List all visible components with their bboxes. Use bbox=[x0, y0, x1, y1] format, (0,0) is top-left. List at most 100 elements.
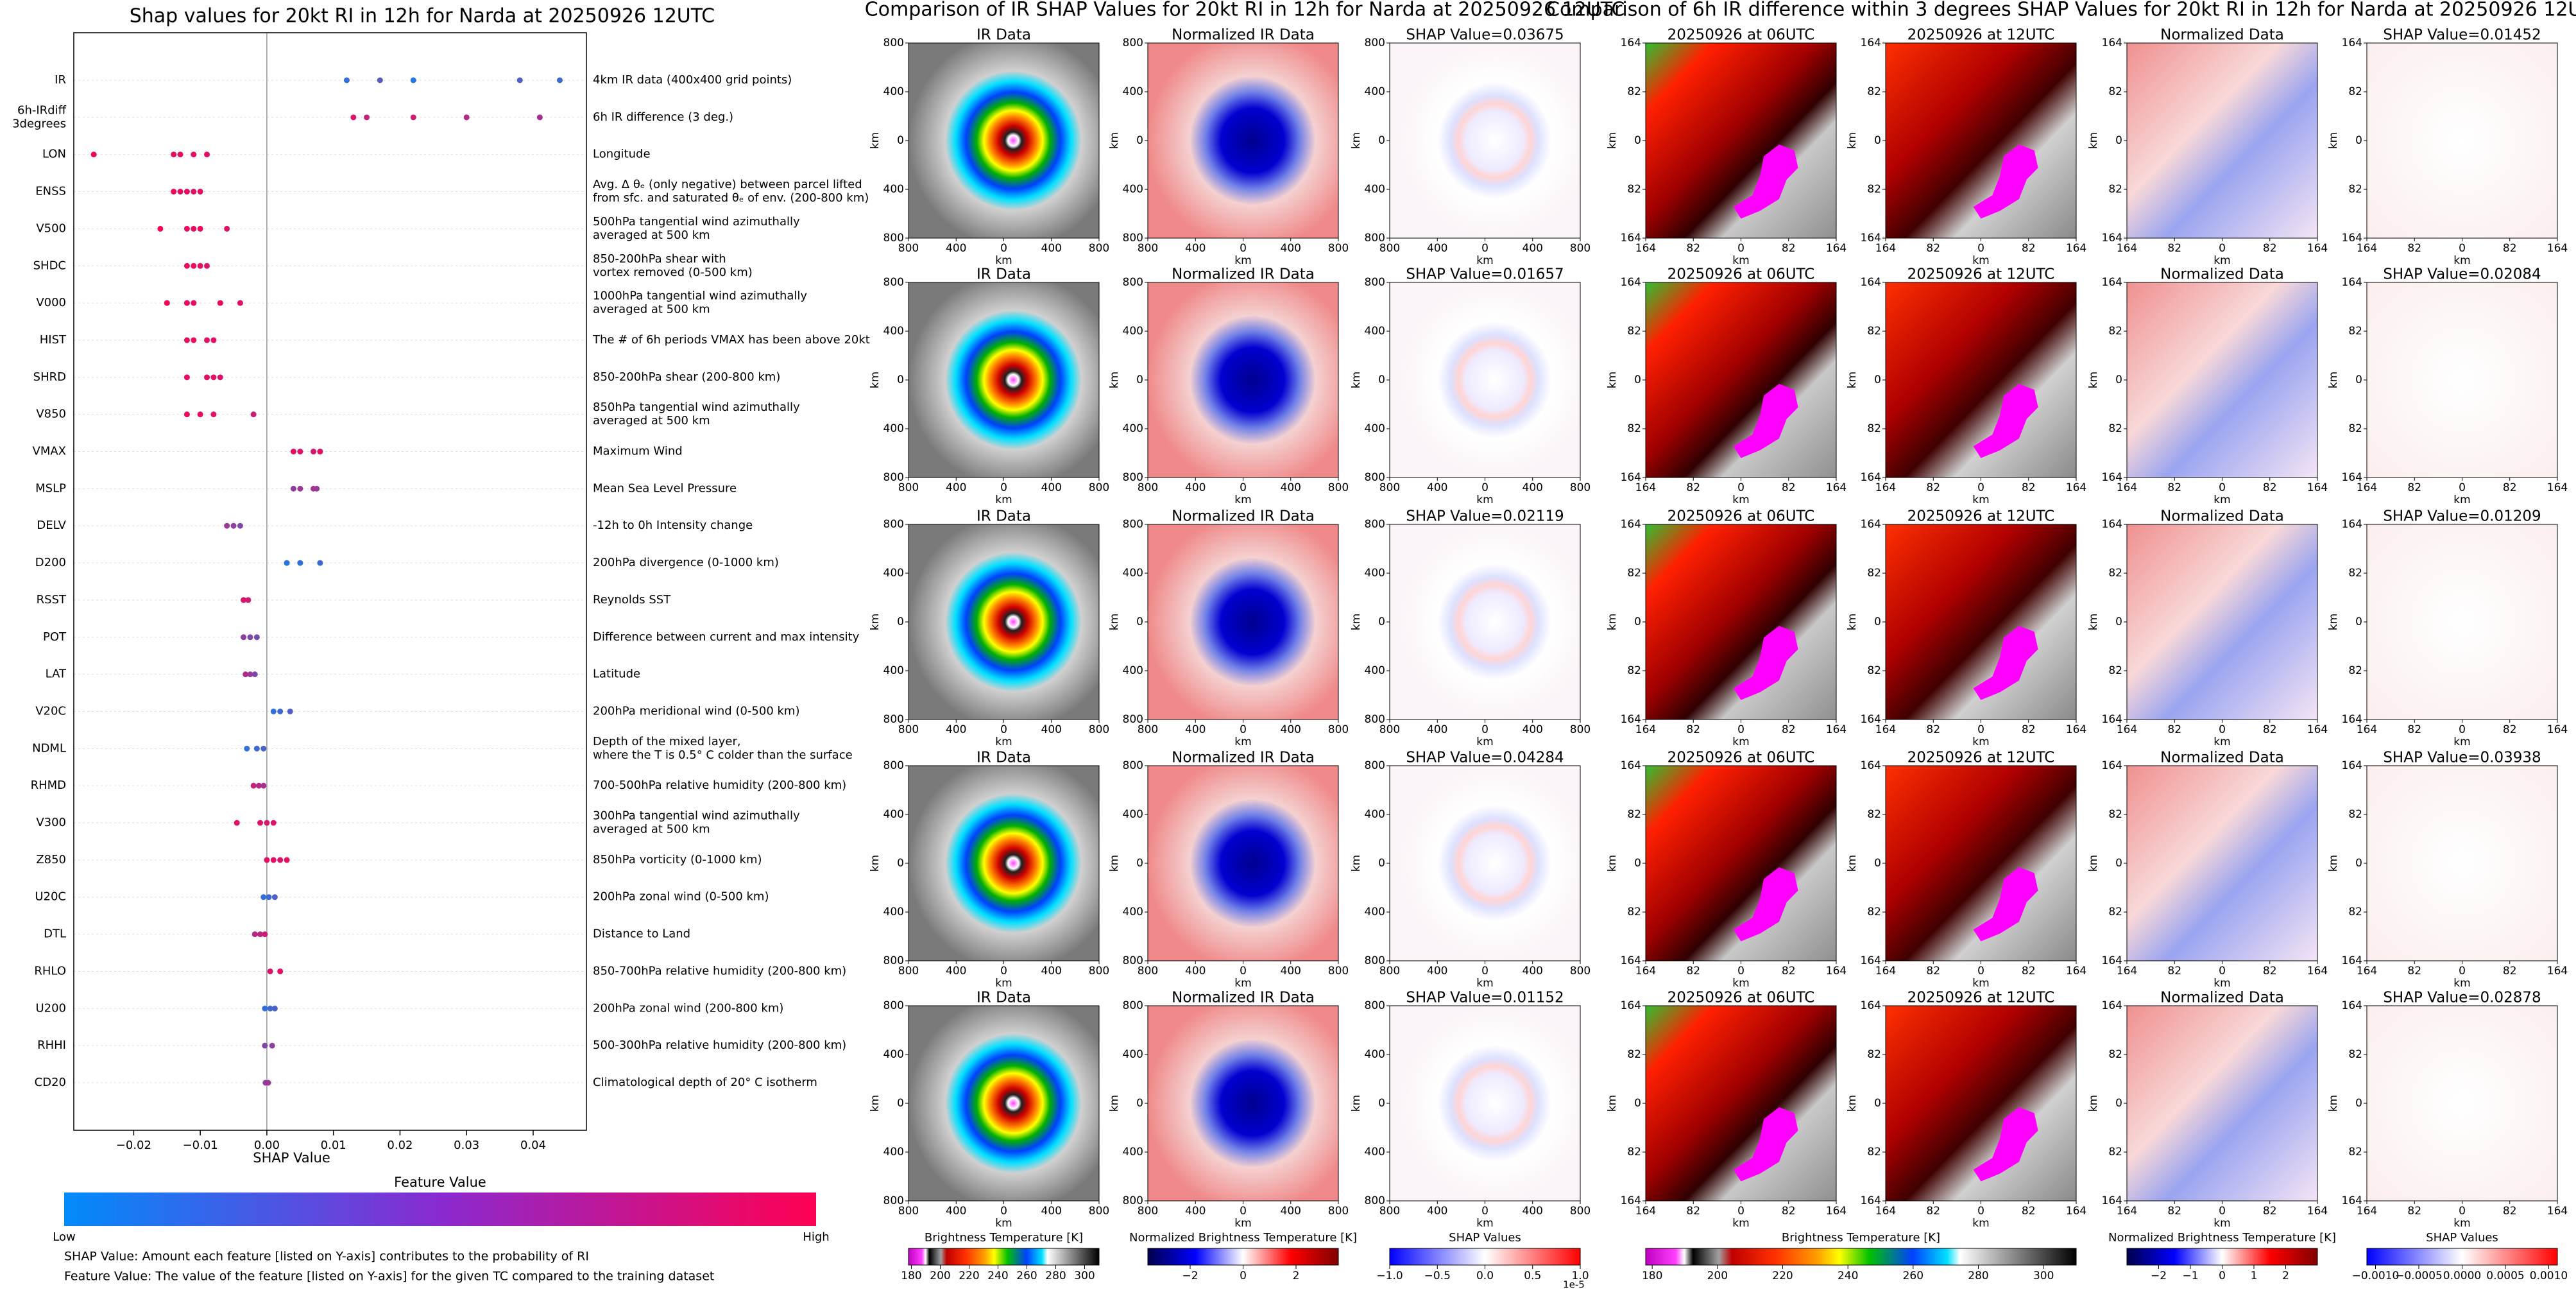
x-tick-label: 164 bbox=[2117, 1205, 2137, 1218]
x-tick-label: 800 bbox=[1328, 723, 1349, 736]
y-tick-label: 82 bbox=[1627, 422, 1641, 435]
shap-dot bbox=[253, 634, 260, 641]
shap-dot bbox=[244, 745, 250, 752]
feature-description: Mean Sea Level Pressure bbox=[593, 481, 737, 495]
shap-dot bbox=[290, 485, 296, 492]
y-tick-label: 0 bbox=[1634, 374, 1641, 386]
y-tick-label: 0 bbox=[1874, 857, 1881, 870]
x-tick-label: 0 bbox=[1000, 723, 1007, 736]
x-tick-label: 0 bbox=[1481, 1205, 1488, 1218]
y-tick-label: 800 bbox=[1365, 518, 1385, 531]
x-tick-label: 800 bbox=[1379, 965, 1400, 978]
x-tick-label: 164 bbox=[2307, 1205, 2328, 1218]
colorbar-tick-label: 220 bbox=[959, 1270, 979, 1282]
panel-title: 20250926 at 06UTC bbox=[1668, 266, 1815, 283]
feature-description: Climatological depth of 20° C isotherm bbox=[593, 1076, 817, 1089]
x-tick-label: 0 bbox=[1977, 965, 1984, 978]
feature-label: RHMD bbox=[31, 779, 66, 792]
y-tick-label: 164 bbox=[1621, 232, 1641, 245]
x-tick-label: 82 bbox=[1686, 481, 1700, 494]
panel-title: SHAP Value=0.02084 bbox=[2383, 266, 2541, 283]
y-tick-label: 164 bbox=[1861, 954, 1881, 967]
y-tick-label: 82 bbox=[2348, 664, 2362, 677]
shap-dot bbox=[271, 894, 278, 900]
y-tick-label: 0 bbox=[2355, 374, 2362, 386]
colorbar bbox=[2126, 1248, 2318, 1266]
image-panel bbox=[2126, 282, 2318, 478]
feature-label: ENSS bbox=[35, 185, 66, 198]
colorbar-tick-label: −1.0 bbox=[1376, 1270, 1403, 1282]
x-tick-label: 0 bbox=[2459, 965, 2466, 978]
y-axis-label: km bbox=[1606, 132, 1619, 149]
y-axis-label: km bbox=[869, 614, 882, 630]
shap-dot bbox=[191, 225, 197, 232]
colorbar bbox=[908, 1248, 1100, 1266]
shap-dot bbox=[284, 560, 290, 566]
x-tick-label: 82 bbox=[2263, 965, 2277, 978]
y-tick-label: 82 bbox=[1627, 906, 1641, 918]
x-tick-label: 82 bbox=[2167, 242, 2181, 255]
shap-dot bbox=[463, 114, 470, 121]
panel-title: Normalized IR Data bbox=[1172, 27, 1315, 44]
shap-dot bbox=[277, 968, 284, 974]
y-tick-label: 82 bbox=[1867, 85, 1881, 98]
colorbar bbox=[1645, 1248, 2077, 1266]
y-tick-label: 800 bbox=[1365, 232, 1385, 245]
panel-title: Normalized Data bbox=[2160, 508, 2284, 525]
image-panel bbox=[2126, 524, 2318, 720]
feature-label: POT bbox=[43, 630, 67, 644]
panel-title: Normalized IR Data bbox=[1172, 508, 1315, 525]
feature-label: HIST bbox=[40, 333, 67, 347]
y-tick-label: 0 bbox=[2115, 374, 2122, 386]
feature-description: Reynolds SST bbox=[593, 593, 671, 607]
y-axis-label: km bbox=[2327, 372, 2340, 388]
colorbar-tick-label: 280 bbox=[1045, 1270, 1066, 1282]
shap-dot bbox=[297, 485, 303, 492]
y-tick-label: 0 bbox=[1136, 616, 1143, 628]
feature-label: RSST bbox=[37, 593, 67, 607]
y-tick-label: 164 bbox=[1861, 759, 1881, 772]
y-tick-label: 164 bbox=[2102, 232, 2122, 245]
feature-label: V000 bbox=[36, 296, 66, 309]
y-tick-label: 82 bbox=[1867, 808, 1881, 821]
x-axis-label: km bbox=[995, 494, 1012, 506]
colorbar-tick-label: 240 bbox=[987, 1270, 1008, 1282]
colorbar-tick-label: 300 bbox=[1074, 1270, 1095, 1282]
summary-title: Shap values for 20kt RI in 12h for Narda… bbox=[130, 5, 715, 28]
x-tick-label: 82 bbox=[2167, 723, 2181, 736]
shap-dot bbox=[183, 337, 190, 343]
x-tick-label: 400 bbox=[1523, 1205, 1543, 1218]
x-tick-label: 800 bbox=[898, 965, 919, 978]
image-panel bbox=[908, 282, 1100, 478]
panel-title: Normalized Data bbox=[2160, 750, 2284, 766]
shap-dot bbox=[253, 745, 260, 752]
y-tick-label: 400 bbox=[883, 1048, 904, 1061]
x-tick-label: 800 bbox=[898, 1205, 919, 1218]
shap-dot bbox=[157, 225, 164, 232]
y-tick-label: 164 bbox=[2102, 276, 2122, 289]
x-tick-label: 164 bbox=[1635, 723, 1656, 736]
feature-description: 300hPa tangential wind azimuthally bbox=[593, 809, 800, 823]
image-panel bbox=[2366, 765, 2558, 961]
feature-description: 850hPa tangential wind azimuthally bbox=[593, 401, 800, 414]
x-tick-label: 0 bbox=[1000, 1205, 1007, 1218]
feature-label: DELV bbox=[37, 519, 66, 532]
colorbar-label: Brightness Temperature [K] bbox=[1782, 1231, 1940, 1245]
x-tick-label: 0 bbox=[1977, 1205, 1984, 1218]
y-tick-label: 82 bbox=[2108, 567, 2122, 580]
x-tick-label: 0.04 bbox=[520, 1139, 546, 1152]
x-tick-label: 400 bbox=[1427, 242, 1447, 255]
y-tick-label: 164 bbox=[2102, 37, 2122, 49]
x-tick-label: 0.01 bbox=[321, 1139, 346, 1152]
x-tick-label: 400 bbox=[1281, 481, 1301, 494]
x-tick-label: 0 bbox=[1240, 965, 1247, 978]
y-tick-label: 800 bbox=[1123, 1194, 1143, 1207]
x-tick-label: 164 bbox=[1826, 242, 1847, 255]
y-tick-label: 82 bbox=[2108, 422, 2122, 435]
y-axis-label: km bbox=[2087, 372, 2100, 388]
y-axis-label: km bbox=[1350, 1095, 1363, 1112]
y-tick-label: 164 bbox=[2102, 759, 2122, 772]
x-tick-label: 800 bbox=[898, 723, 919, 736]
x-tick-label: 400 bbox=[1185, 723, 1206, 736]
shap-dot bbox=[297, 449, 303, 455]
